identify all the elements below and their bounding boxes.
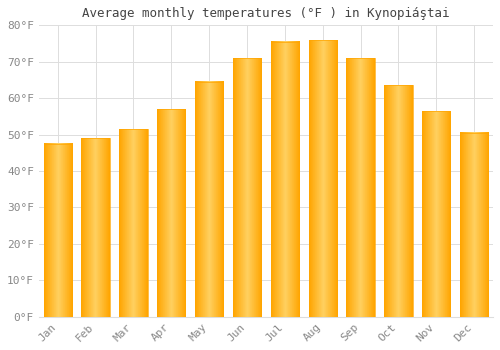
- Bar: [195, 82, 224, 317]
- Bar: [119, 129, 148, 317]
- Bar: [384, 85, 412, 317]
- Bar: [308, 40, 337, 317]
- Title: Average monthly temperatures (°F ) in Kynopiáştai: Average monthly temperatures (°F ) in Ky…: [82, 7, 450, 20]
- Bar: [233, 58, 261, 317]
- Bar: [82, 138, 110, 317]
- Bar: [460, 133, 488, 317]
- Bar: [346, 58, 375, 317]
- Bar: [422, 111, 450, 317]
- Bar: [157, 109, 186, 317]
- Bar: [44, 144, 72, 317]
- Bar: [270, 42, 299, 317]
